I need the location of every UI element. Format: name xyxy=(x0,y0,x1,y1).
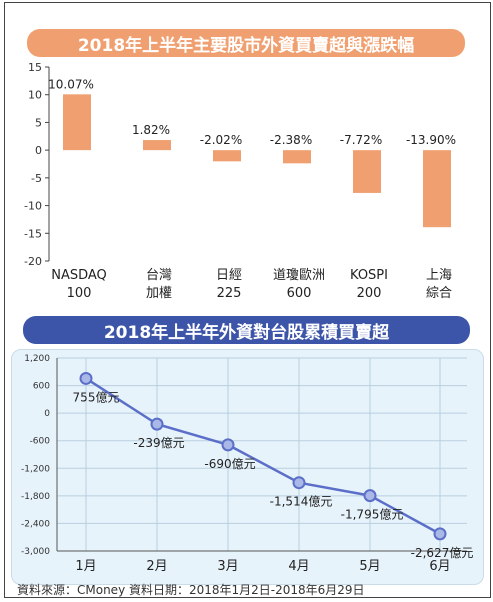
y-tick-label: -1,200 xyxy=(21,464,50,474)
bar xyxy=(213,150,241,162)
data-value-label: 755億元 xyxy=(73,390,120,404)
market-change-bar-chart: 15 10 5 0 -5 -10 -15 -20 10.07% NASDAQ 100 1.82% 台灣加… xyxy=(24,61,456,301)
bar-value-label: -2.38% xyxy=(270,133,312,147)
data-point xyxy=(221,438,235,452)
x-tick-label: 6月 xyxy=(429,559,450,574)
data-value-label: -1,514億元 xyxy=(270,495,333,509)
y-tick-label: 5 xyxy=(35,116,42,129)
category-label: 日經 xyxy=(216,268,242,283)
bar xyxy=(63,94,91,151)
category-label-sub: 600 xyxy=(287,286,312,301)
category-label-sub: 加權 xyxy=(146,286,172,301)
bar xyxy=(423,150,451,228)
foreign-net-buy-line-chart: 1,200 600 0 -600 -1,200 -1,800 -2,400 -3,000 755… xyxy=(21,354,474,574)
bar-value-label: 1.82% xyxy=(132,123,170,137)
bar-value-label: -13.90% xyxy=(406,133,456,147)
infographic-frame: 2018年上半年主要股市外資買賣超與漲跌幅 15 10 5 0 -5 -10 -15 -20 1… xyxy=(4,2,491,598)
category-label-sub: 200 xyxy=(357,286,382,301)
chart2-title: 2018年上半年外資對台股累積買賣超 xyxy=(103,322,390,343)
bar xyxy=(283,150,311,164)
data-value-label: -690億元 xyxy=(204,457,255,471)
y-tick-label: -600 xyxy=(30,437,51,447)
y-tick-label: -15 xyxy=(24,227,42,240)
y-tick-label: -10 xyxy=(24,200,42,213)
y-tick-label: 600 xyxy=(33,382,50,392)
chart2-title-banner: 2018年上半年外資對台股累積買賣超 xyxy=(23,316,470,344)
category-label: 道瓊歐洲 xyxy=(273,268,325,283)
data-point xyxy=(433,527,447,541)
category-label: 台灣 xyxy=(146,268,172,283)
x-tick-label: 3月 xyxy=(217,559,238,574)
data-value-label: -239億元 xyxy=(133,436,184,450)
chart1-title-banner: 2018年上半年主要股市外資買賣超與漲跌幅 xyxy=(27,29,465,57)
x-tick-label: 1月 xyxy=(75,559,96,574)
data-value-label: -1,795億元 xyxy=(341,508,404,522)
category-label: KOSPI xyxy=(350,268,388,283)
y-tick-label: 0 xyxy=(35,144,42,157)
bar-value-label: -7.72% xyxy=(340,133,382,147)
category-label-sub: 225 xyxy=(217,286,242,301)
category-label-sub: 100 xyxy=(67,286,92,301)
bar-value-label: 10.07% xyxy=(48,77,94,91)
category-label-sub: 綜合 xyxy=(426,286,452,301)
y-tick-label: 1,200 xyxy=(24,354,50,364)
data-point xyxy=(292,476,306,490)
y-tick-label: 10 xyxy=(28,89,42,102)
data-point xyxy=(79,371,93,385)
y-tick-label: -3,000 xyxy=(21,547,50,557)
category-label: 上海 xyxy=(426,268,452,283)
bar-value-label: -2.02% xyxy=(200,133,242,147)
y-tick-label: -2,400 xyxy=(21,519,50,529)
y-tick-label: 15 xyxy=(28,61,42,74)
series-line xyxy=(85,377,441,535)
y-tick-label: 0 xyxy=(44,409,50,419)
data-point xyxy=(150,417,164,431)
category-label: NASDAQ xyxy=(51,268,107,283)
bar xyxy=(353,150,381,193)
y-tick-label: -20 xyxy=(24,255,42,268)
source-note: 資料來源：CMoney 資料日期：2018年1月2日-2018年6月29日 xyxy=(17,583,365,597)
data-point xyxy=(363,489,377,503)
x-tick-label: 2月 xyxy=(146,559,167,574)
line-chart-panel xyxy=(11,349,484,585)
y-tick-label: -5 xyxy=(31,172,42,185)
x-tick-label: 5月 xyxy=(359,559,380,574)
x-tick-label: 4月 xyxy=(288,559,309,574)
y-tick-label: -1,800 xyxy=(21,492,50,502)
bar xyxy=(143,140,171,151)
data-value-label: -2,627億元 xyxy=(411,546,474,560)
chart1-title: 2018年上半年主要股市外資買賣超與漲跌幅 xyxy=(77,35,415,56)
